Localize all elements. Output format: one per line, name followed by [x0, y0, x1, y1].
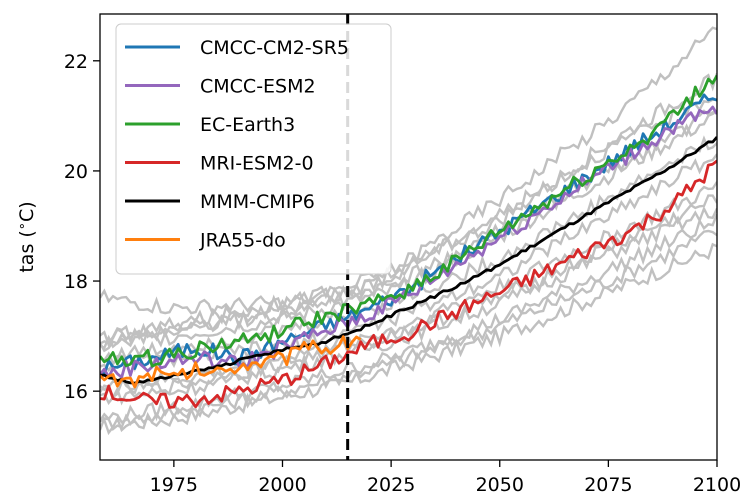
series-line-ec-earth3 — [100, 74, 717, 368]
legend-label: CMCC-CM2-SR5 — [200, 37, 349, 59]
y-tick-label: 18 — [64, 271, 88, 293]
background-model-line — [100, 194, 717, 399]
y-tick-label: 22 — [64, 51, 88, 73]
legend-label: MMM-CMIP6 — [200, 191, 315, 213]
x-tick-label: 1975 — [150, 474, 198, 496]
background-model-line — [100, 26, 717, 348]
legend-label: EC-Earth3 — [200, 114, 295, 136]
background-model-line — [100, 229, 717, 432]
background-model-line — [100, 110, 717, 353]
y-axis-label: tas (∘C) — [15, 201, 38, 272]
series-line-mri-esm2-0 — [100, 159, 717, 409]
legend-label: CMCC-ESM2 — [200, 76, 316, 98]
x-tick-label: 2000 — [258, 474, 306, 496]
background-model-line — [100, 205, 717, 406]
series-lines — [100, 74, 717, 409]
background-model-line — [100, 242, 717, 436]
legend-box — [115, 23, 392, 275]
series-line-jra55-do — [100, 335, 362, 389]
legend: CMCC-CM2-SR5 CMCC-ESM2 EC-Earth3 MRI-ESM2-0… — [115, 23, 392, 275]
plot-frame — [99, 13, 718, 461]
axis-ticks: 1975 2000 2025 2050 2075 2100 16 18 20 22 — [64, 51, 741, 496]
legend-label: JRA55-do — [199, 230, 286, 252]
y-tick-label: 16 — [64, 381, 88, 403]
series-line-cmcc-esm2 — [100, 105, 717, 379]
y-tick-label: 20 — [64, 161, 88, 183]
legend-label: MRI-ESM2-0 — [200, 153, 314, 175]
x-tick-label: 2100 — [693, 474, 741, 496]
x-tick-label: 2025 — [367, 474, 415, 496]
background-model-line — [100, 72, 717, 317]
x-tick-label: 2050 — [476, 474, 524, 496]
series-line-mmm-cmip6 — [100, 136, 717, 385]
x-tick-label: 2075 — [584, 474, 632, 496]
